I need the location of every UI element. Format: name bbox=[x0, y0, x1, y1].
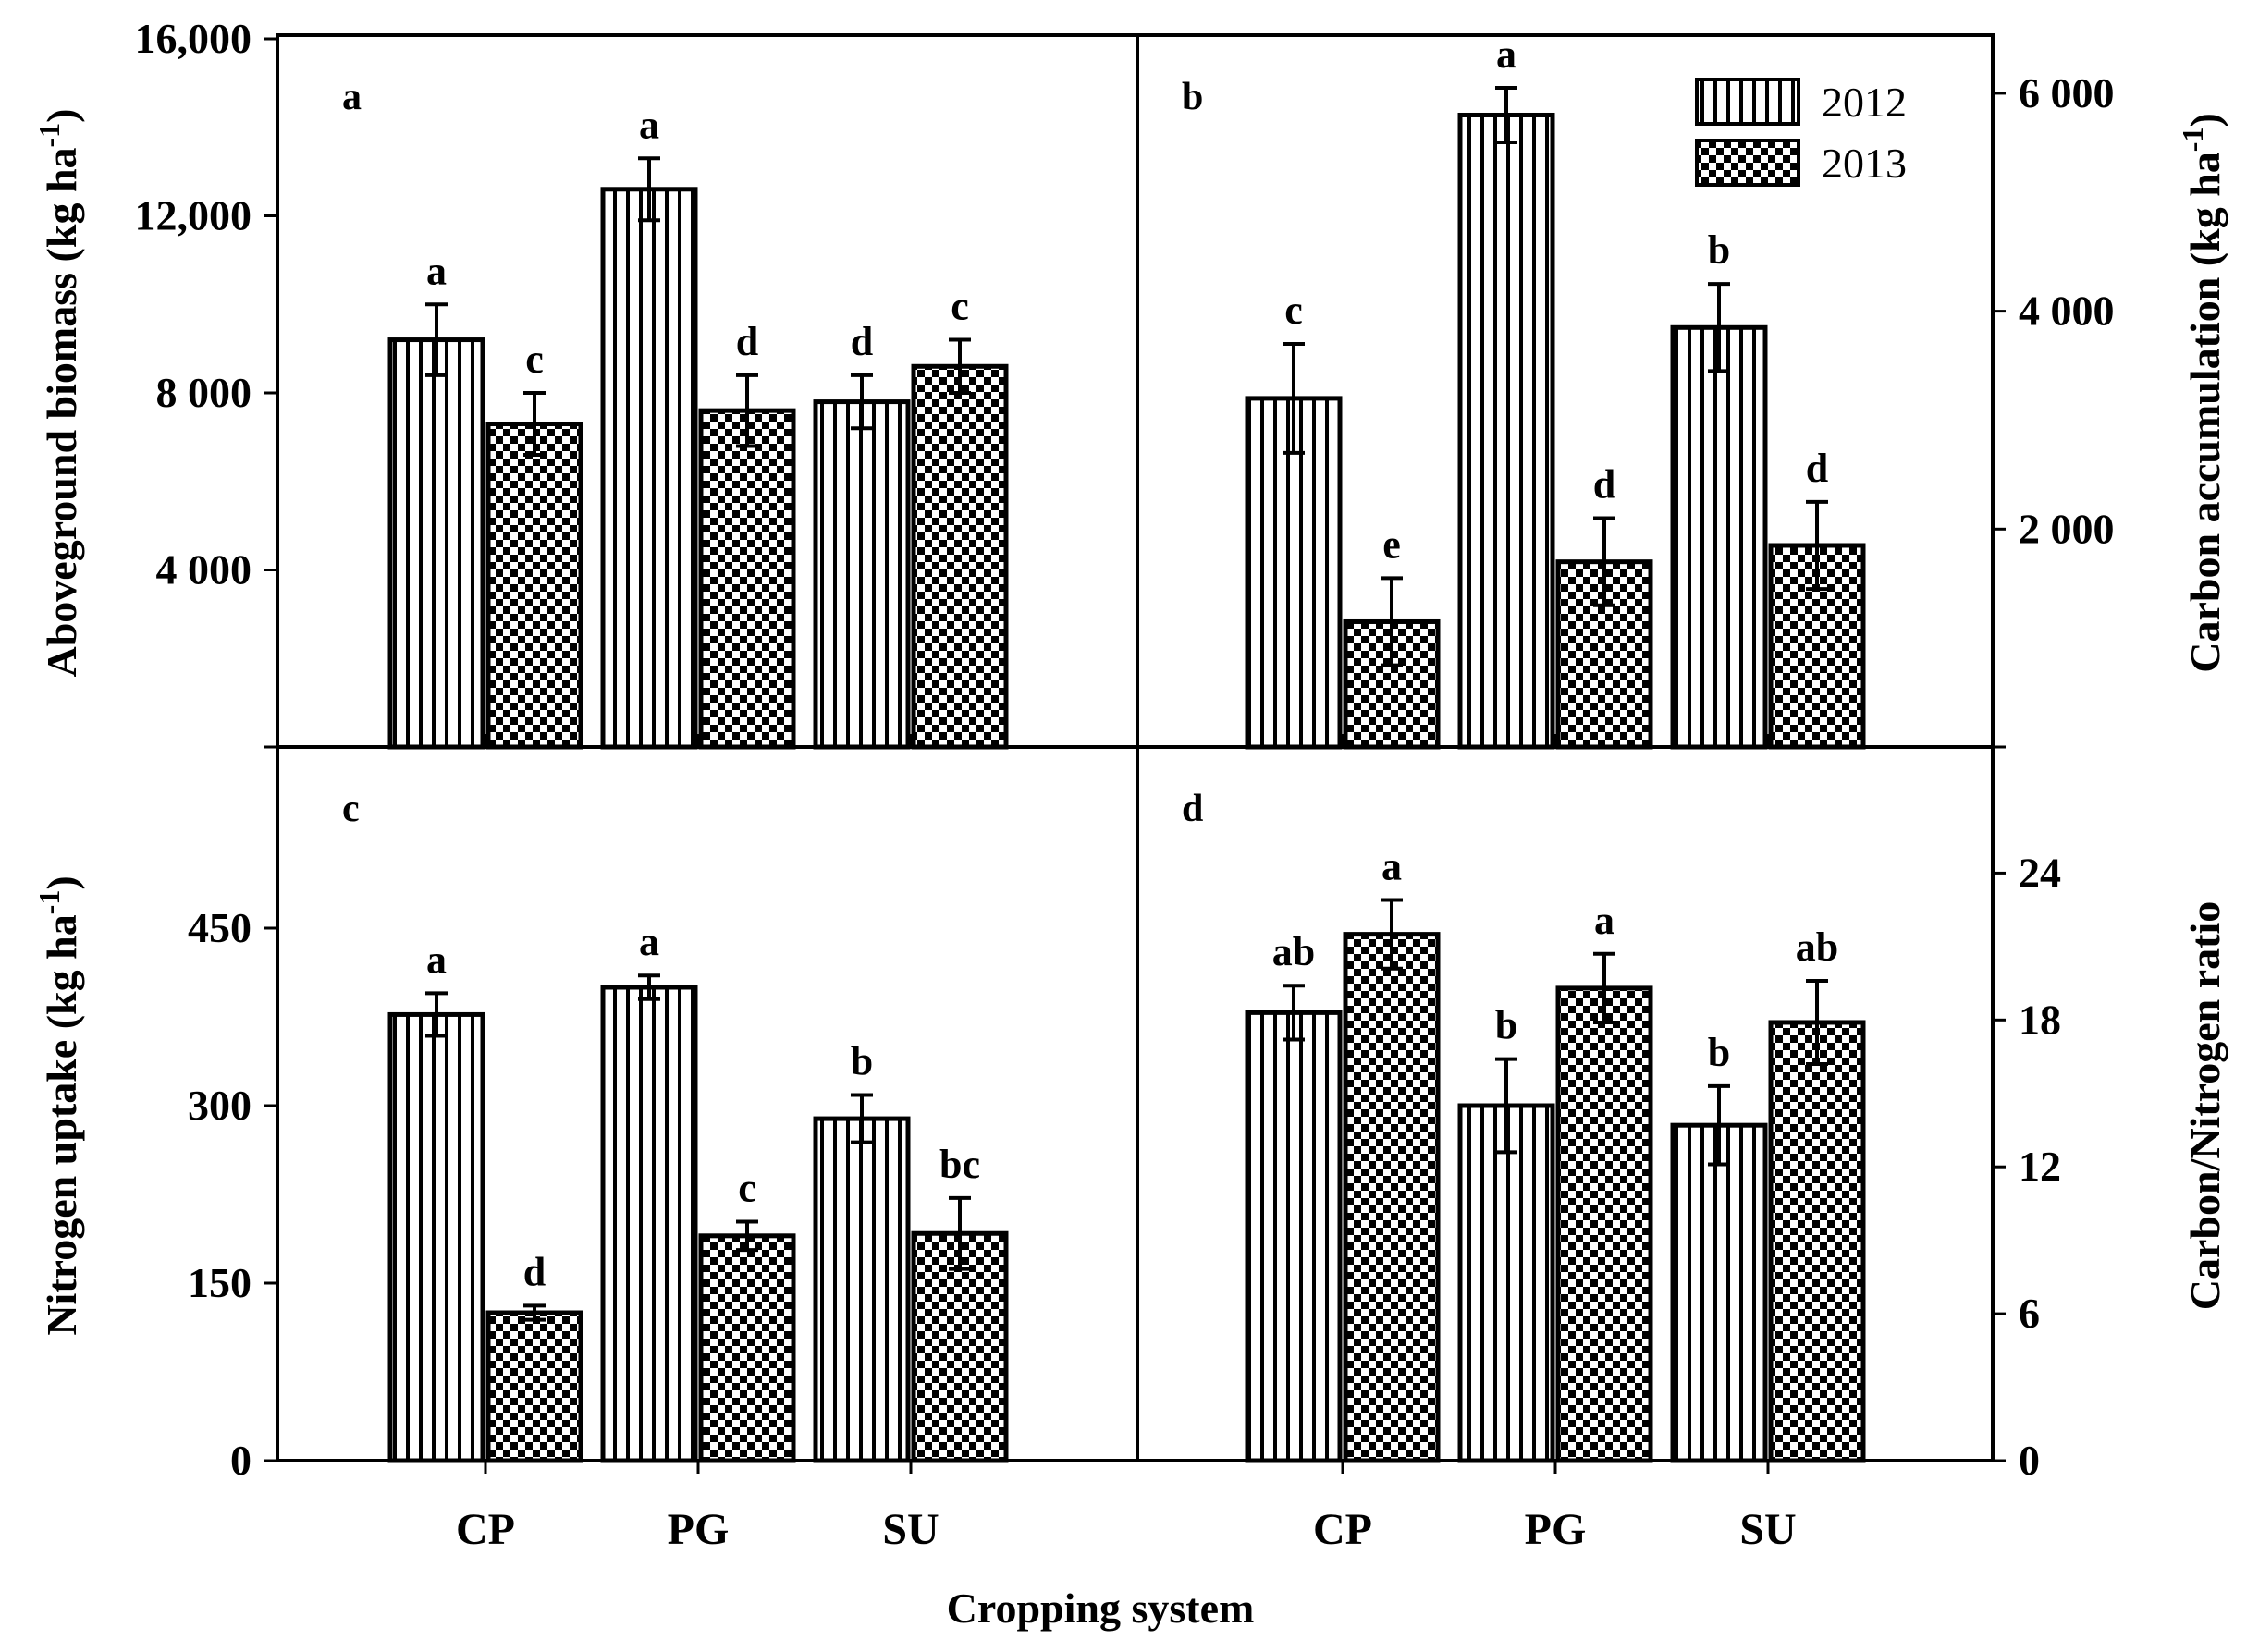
y-tick-label-c: 450 bbox=[188, 904, 252, 951]
panel-letter-a: a bbox=[342, 76, 362, 118]
panel-letter-d: d bbox=[1182, 788, 1203, 830]
y-axis-title-c: Nitrogen uptake (kg ha-1) bbox=[32, 875, 85, 1335]
panel-letter-c: c bbox=[342, 788, 360, 830]
y-tick-label-a: 4 000 bbox=[156, 546, 252, 593]
significance-letter-b-2012-SU: b bbox=[1708, 227, 1730, 273]
y-axis-title-d: Carbon/Nitrogen ratio bbox=[2181, 901, 2228, 1311]
y-tick-label-b: 2 000 bbox=[2019, 505, 2115, 552]
x-category-label-SU-right: SU bbox=[1739, 1505, 1796, 1554]
y-tick-label-d: 0 bbox=[2019, 1437, 2040, 1484]
significance-letter-c-2013-PG: c bbox=[738, 1165, 756, 1210]
significance-letter-d-2012-PG: b bbox=[1495, 1003, 1517, 1048]
significance-letter-b-2012-PG: a bbox=[1496, 31, 1516, 77]
significance-letter-c-2012-SU: b bbox=[851, 1038, 873, 1083]
x-category-label-CP-left: CP bbox=[456, 1505, 515, 1554]
legend-swatch-2012 bbox=[1695, 78, 1800, 126]
bar-d-2012-SU bbox=[1670, 1122, 1768, 1463]
panel-a: a a a d c d c 4 000 8 000 12,000 16,000 Aboveground… bbox=[32, 15, 1009, 750]
y-tick-label-c: 300 bbox=[188, 1082, 252, 1129]
significance-letter-d-2013-CP: a bbox=[1381, 844, 1402, 889]
bar-a-2012-SU bbox=[813, 399, 911, 750]
significance-letter-c-2012-PG: a bbox=[639, 919, 659, 964]
bar-b-2012-CP bbox=[1245, 396, 1343, 750]
significance-letter-d-2012-CP: ab bbox=[1272, 929, 1315, 974]
significance-letter-b-2013-SU: d bbox=[1806, 446, 1828, 491]
bar-d-2012-CP bbox=[1245, 1010, 1343, 1463]
y-tick-label-c: 150 bbox=[188, 1259, 252, 1306]
significance-letter-a-2013-CP: c bbox=[525, 337, 544, 382]
y-tick-label-c: 0 bbox=[230, 1437, 252, 1484]
y-tick-label-b: 6 000 bbox=[2019, 69, 2115, 116]
bar-a-2013-CP bbox=[485, 422, 583, 750]
y-tick-label-a: 8 000 bbox=[156, 369, 252, 416]
y-tick-label-a: 12,000 bbox=[135, 192, 252, 239]
bar-c-2013-SU bbox=[911, 1230, 1009, 1463]
panel-d: d ab b b a a ab 0 6 12 18 24 Carbon/Nitrogen ratio bbox=[1182, 788, 2228, 1484]
y-tick-label-d: 24 bbox=[2019, 849, 2061, 896]
bar-c-2012-PG bbox=[600, 985, 698, 1463]
bar-c-2013-CP bbox=[485, 1310, 583, 1463]
bar-d-2013-SU bbox=[1768, 1020, 1866, 1463]
y-tick-label-a: 16,000 bbox=[135, 15, 252, 62]
legend-swatch-2013 bbox=[1695, 139, 1800, 187]
bar-d-2013-PG bbox=[1555, 985, 1653, 1463]
y-tick-label-d: 6 bbox=[2019, 1290, 2040, 1337]
significance-letter-a-2012-SU: d bbox=[851, 319, 873, 364]
significance-letter-a-2013-SU: c bbox=[951, 284, 969, 329]
bar-a-2013-PG bbox=[698, 408, 796, 750]
bar-d-2012-PG bbox=[1457, 1103, 1555, 1463]
bar-b-2012-SU bbox=[1670, 324, 1768, 750]
y-axis-title-a: Aboveground biomass (kg ha-1) bbox=[32, 108, 85, 677]
panel-b: b c a b e d d 2 000 4 000 6 000 Carbon accumulatio… bbox=[1182, 31, 2228, 750]
significance-letter-c-2012-CP: a bbox=[426, 936, 447, 982]
y-axis-title-b: Carbon accumulation (kg ha-1) bbox=[2176, 113, 2228, 673]
bar-c-2012-CP bbox=[387, 1011, 485, 1463]
bar-a-2012-CP bbox=[387, 337, 485, 750]
x-category-label-SU-left: SU bbox=[882, 1505, 939, 1554]
legend-label-2012: 2012 bbox=[1822, 79, 1907, 126]
panel-c: c a a b d c bc 0 150 300 450 Nitrogen uptake (kg ha… bbox=[32, 788, 1009, 1484]
chart-marks: a a a d c d c 4 000 8 000 12,000 16,000 Aboveground… bbox=[32, 15, 2228, 1632]
significance-letter-b-2013-CP: e bbox=[1382, 521, 1401, 567]
bar-c-2012-SU bbox=[813, 1116, 911, 1463]
bar-b-2012-PG bbox=[1457, 112, 1555, 750]
legend: 2012 2013 bbox=[1695, 78, 1907, 187]
significance-letter-b-2013-PG: d bbox=[1593, 462, 1615, 508]
bar-a-2012-PG bbox=[600, 187, 698, 750]
significance-letter-a-2012-CP: a bbox=[426, 248, 447, 293]
bar-a-2013-SU bbox=[911, 363, 1009, 750]
y-tick-label-d: 18 bbox=[2019, 996, 2061, 1043]
panel-letter-b: b bbox=[1182, 76, 1203, 118]
significance-letter-a-2012-PG: a bbox=[639, 102, 659, 147]
significance-letter-d-2013-SU: ab bbox=[1796, 924, 1838, 970]
bar-d-2013-CP bbox=[1343, 932, 1441, 1463]
significance-letter-c-2013-CP: d bbox=[523, 1249, 546, 1294]
x-category-label-PG-right: PG bbox=[1525, 1505, 1587, 1554]
legend-label-2013: 2013 bbox=[1822, 140, 1907, 187]
significance-letter-b-2012-CP: c bbox=[1284, 288, 1303, 333]
significance-letter-d-2012-SU: b bbox=[1708, 1030, 1730, 1075]
bar-c-2013-PG bbox=[698, 1233, 796, 1463]
y-tick-label-b: 4 000 bbox=[2019, 288, 2115, 335]
x-category-label-CP-right: CP bbox=[1313, 1505, 1372, 1554]
y-tick-label-d: 12 bbox=[2019, 1143, 2061, 1190]
x-category-label-PG-left: PG bbox=[668, 1505, 730, 1554]
x-axis-title: Cropping system bbox=[947, 1585, 1255, 1632]
significance-letter-a-2013-PG: d bbox=[736, 319, 758, 364]
significance-letter-d-2013-PG: a bbox=[1594, 898, 1614, 943]
significance-letter-c-2013-SU: bc bbox=[939, 1142, 980, 1187]
